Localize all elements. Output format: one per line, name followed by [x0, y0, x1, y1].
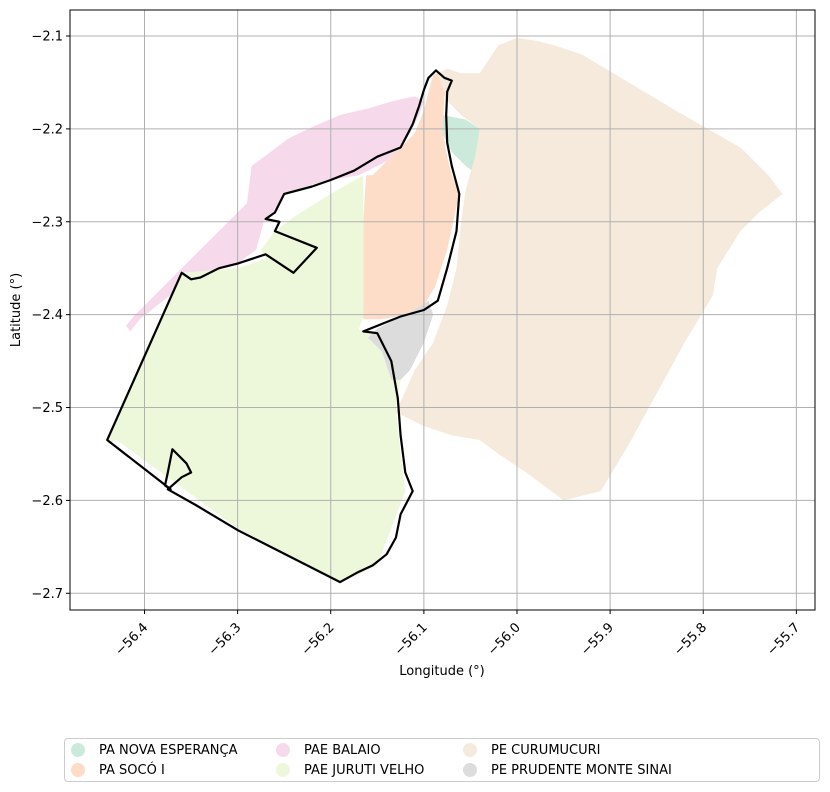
y-tick-label: −2.1	[31, 30, 63, 45]
legend: PA NOVA ESPERANÇA PA SOCÓ I PAE BALAIO P…	[64, 738, 820, 782]
legend-item-pa-nova-esperanca: PA NOVA ESPERANÇA	[71, 740, 237, 760]
x-tick-label: −56.0	[485, 620, 524, 659]
y-tick-label: −2.6	[31, 494, 63, 509]
legend-swatch	[463, 763, 477, 777]
legend-item-pa-soco-i: PA SOCÓ I	[71, 760, 165, 780]
legend-item-pae-juruti-velho: PAE JURUTI VELHO	[276, 760, 424, 780]
legend-swatch	[276, 743, 290, 757]
legend-label: PAE BALAIO	[304, 742, 381, 758]
x-tick-label: −55.8	[671, 620, 710, 659]
legend-label: PE PRUDENTE MONTE SINAI	[491, 762, 672, 778]
legend-label: PE CURUMUCURI	[491, 742, 601, 758]
legend-item-pe-prudente-monte-sinai: PE PRUDENTE MONTE SINAI	[463, 760, 672, 780]
y-tick-label: −2.4	[31, 308, 63, 323]
legend-swatch	[276, 763, 290, 777]
x-tick-label: −56.1	[392, 620, 431, 659]
legend-item-pae-balaio: PAE BALAIO	[276, 740, 381, 760]
x-tick-label: −56.3	[206, 620, 245, 659]
y-tick-label: −2.7	[31, 587, 63, 602]
region-pa-soco-i	[363, 70, 460, 320]
legend-swatch	[71, 743, 85, 757]
y-axis-ticks: −2.1 −2.2 −2.3 −2.4 −2.5 −2.6 −2.7	[31, 30, 70, 602]
juruti-boundary	[106, 69, 461, 584]
legend-label: PAE JURUTI VELHO	[304, 762, 425, 778]
region-pe-curumucuri	[395, 37, 783, 501]
legend-swatch	[463, 743, 477, 757]
legend-item-pe-curumucuri: PE CURUMUCURI	[463, 740, 601, 760]
region-pe-prudente-monte-sinai	[368, 300, 434, 380]
legend-label: PA NOVA ESPERANÇA	[99, 742, 238, 758]
legend-label: PA SOCÓ I	[99, 762, 165, 778]
x-tick-label: −55.7	[764, 620, 803, 659]
x-tick-label: −56.2	[299, 620, 338, 659]
y-tick-label: −2.5	[31, 401, 63, 416]
juruti-outline	[106, 69, 461, 584]
y-tick-label: −2.2	[31, 122, 63, 137]
x-axis-ticks: −56.4 −56.3 −56.2 −56.1 −56.0 −55.9 −55.8 −55.7	[113, 610, 803, 659]
x-axis-label: Longitude (°)	[399, 664, 484, 679]
x-tick-label: −56.4	[113, 620, 152, 659]
legend-swatch	[71, 763, 85, 777]
y-axis-label: Latitude (°)	[9, 273, 24, 347]
y-tick-label: −2.3	[31, 215, 63, 230]
x-tick-label: −55.9	[578, 620, 617, 659]
map-plot: −56.4 −56.3 −56.2 −56.1 −56.0 −55.9 −55.8 −55.7…	[9, 9, 816, 679]
plot-frame	[69, 9, 816, 611]
grid-lines	[70, 10, 815, 610]
